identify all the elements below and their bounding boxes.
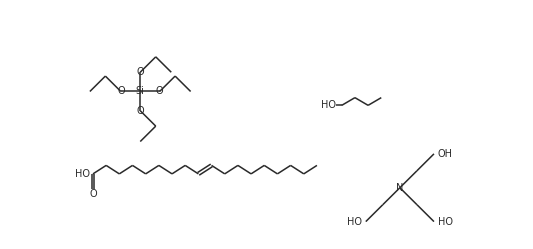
Text: N: N bbox=[396, 183, 403, 193]
Text: HO: HO bbox=[75, 169, 90, 179]
Text: O: O bbox=[136, 67, 144, 77]
Text: O: O bbox=[89, 189, 97, 199]
Text: HO: HO bbox=[438, 217, 453, 227]
Text: O: O bbox=[156, 86, 164, 96]
Text: O: O bbox=[136, 106, 144, 116]
Text: HO: HO bbox=[347, 217, 362, 227]
Text: OH: OH bbox=[438, 149, 453, 159]
Text: Si: Si bbox=[136, 86, 144, 96]
Text: O: O bbox=[117, 86, 125, 96]
Text: HO: HO bbox=[321, 100, 336, 110]
